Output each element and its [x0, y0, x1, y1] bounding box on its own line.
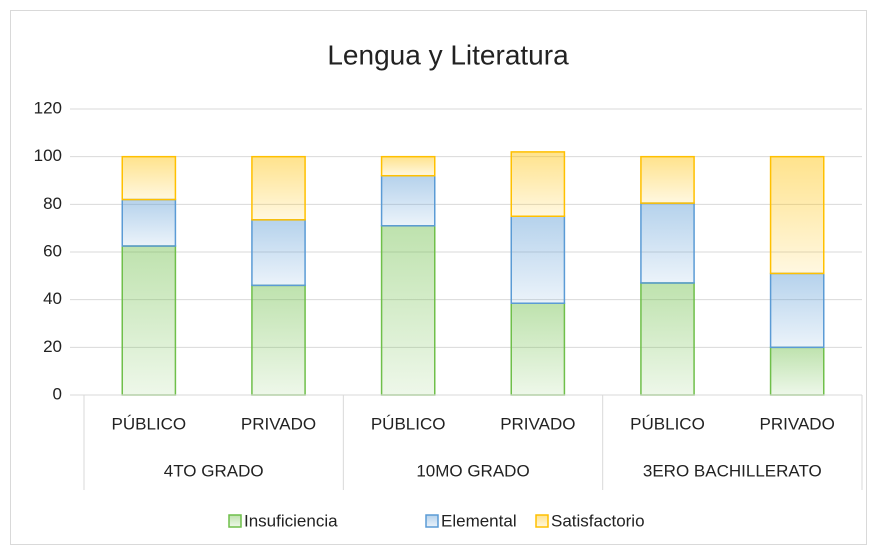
bar-segment	[769, 155, 825, 275]
bar-segment	[121, 198, 177, 247]
bar-segment	[380, 174, 436, 227]
y-tick-label: 80	[43, 194, 62, 213]
bar-segment	[640, 282, 695, 396]
legend-label: Elemental	[441, 511, 517, 530]
bar-segment	[251, 155, 306, 221]
bar-segment	[510, 151, 566, 217]
x-tick-label: PÚBLICO	[371, 414, 446, 433]
x-tick-label: PÚBLICO	[630, 414, 705, 433]
bar-segment	[510, 215, 566, 304]
group-label: 4TO GRADO	[164, 461, 264, 480]
group-label: 3ERO BACHILLERATO	[643, 461, 822, 480]
bar-segment	[251, 284, 306, 396]
group-label: 10MO GRADO	[416, 461, 529, 480]
x-tick-label: PRIVADO	[760, 414, 835, 433]
bar-segment	[121, 155, 177, 201]
legend-label: Insuficiencia	[244, 511, 338, 530]
bar-segment	[380, 225, 436, 396]
y-tick-label: 60	[43, 241, 62, 260]
y-tick-label: 0	[53, 384, 62, 403]
bar-segment	[640, 202, 695, 284]
chart-title: Lengua y Literatura	[327, 39, 569, 70]
y-tick-label: 40	[43, 289, 62, 308]
y-tick-label: 100	[34, 146, 62, 165]
bar-segment	[121, 245, 177, 396]
y-tick-label: 20	[43, 337, 62, 356]
legend-swatch	[228, 514, 242, 528]
x-tick-label: PRIVADO	[241, 414, 316, 433]
y-tick-label: 120	[34, 98, 62, 117]
legend-label: Satisfactorio	[551, 511, 645, 530]
x-tick-label: PÚBLICO	[112, 414, 187, 433]
legend-swatch	[535, 514, 549, 528]
bar-segment	[510, 302, 566, 396]
bar-segment	[640, 155, 695, 204]
legend-swatch	[425, 514, 439, 528]
bar-segment	[251, 219, 306, 287]
bar-segment	[769, 346, 825, 396]
bar-segment	[769, 272, 825, 349]
x-tick-label: PRIVADO	[500, 414, 575, 433]
bar-segment	[380, 155, 436, 177]
